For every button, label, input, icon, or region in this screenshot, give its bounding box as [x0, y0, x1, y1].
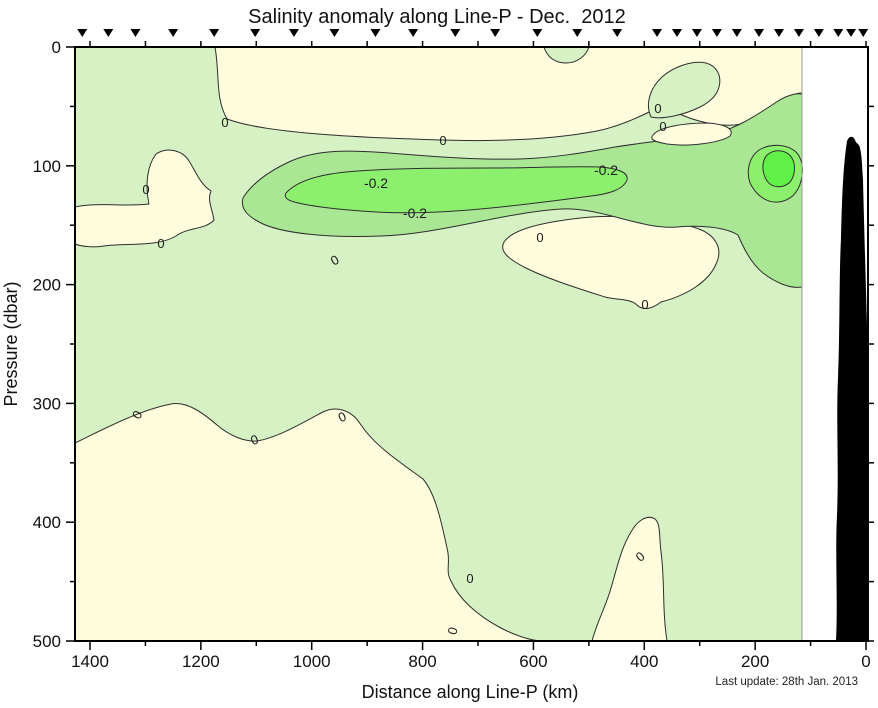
contour-value-label: -0.2 [594, 162, 618, 178]
station-triangle-icon [691, 29, 702, 37]
station-triangle-icon [490, 29, 501, 37]
station-triangle-icon [130, 29, 141, 37]
positive-region-center-blob [502, 215, 720, 310]
station-triangle-icon [813, 29, 824, 37]
station-triangle-icon [671, 29, 682, 37]
bathymetry-profile [836, 136, 868, 641]
chart-title: Salinity anomaly along Line-P - Dec. 201… [248, 6, 626, 28]
contour-value-label: -0.2 [403, 205, 427, 221]
positive-region-left-blob [74, 149, 215, 248]
contour-fill-minus03-eddy-core [762, 150, 795, 188]
positive-region-bottom-left [74, 403, 544, 642]
station-triangle-icon [793, 29, 804, 37]
contour-value-label: 0 [248, 431, 260, 448]
svg-text:100: 100 [33, 157, 61, 176]
contour-value-label: -0.2 [364, 175, 388, 191]
contour-fill-positive-regions [74, 46, 803, 642]
contour-fill-minus02-core-band [284, 166, 628, 214]
svg-text:1200: 1200 [182, 652, 220, 671]
station-triangle-icon [370, 29, 381, 37]
svg-text:300: 300 [33, 394, 61, 413]
contour-value-label: 0 [641, 297, 648, 312]
station-triangle-icon [731, 29, 742, 37]
station-triangle-icon [288, 29, 299, 37]
svg-text:1000: 1000 [293, 652, 331, 671]
svg-text:1400: 1400 [71, 652, 109, 671]
station-triangle-icon [209, 29, 220, 37]
station-triangle-icon [754, 29, 765, 37]
contour-value-label: 0 [444, 625, 460, 636]
svg-text:0: 0 [861, 652, 870, 671]
positive-region-lens [651, 122, 732, 146]
x-axis-ticks: 1400 1200 1000 800 600 400 200 0 [71, 41, 871, 671]
station-triangle-icon [168, 29, 179, 37]
station-markers [77, 29, 869, 37]
contour-value-label: 0 [466, 571, 473, 586]
contour-value-label: 0 [654, 101, 661, 116]
station-triangle-icon [572, 29, 583, 37]
y-axis-title: Pressure (dbar) [1, 281, 21, 406]
svg-text:600: 600 [519, 652, 547, 671]
y-axis-ticks: 0 100 200 300 400 500 [33, 38, 874, 651]
contour-value-label: 0 [439, 133, 446, 148]
station-triangle-icon [652, 29, 663, 37]
zero-contour-island [648, 61, 721, 119]
station-triangle-icon [103, 29, 114, 37]
station-triangle-icon [833, 29, 844, 37]
station-triangle-icon [532, 29, 543, 37]
svg-text:400: 400 [630, 652, 658, 671]
station-triangle-icon [329, 29, 340, 37]
station-triangle-icon [612, 29, 623, 37]
contour-value-label: 0 [659, 119, 666, 134]
contour-value-label: 0 [157, 236, 164, 251]
contour-value-label: 0 [221, 115, 228, 130]
zero-contour-top-notch [543, 46, 590, 64]
station-triangle-icon [711, 29, 722, 37]
station-triangle-icon [846, 29, 857, 37]
contour-value-label: 0 [142, 182, 149, 197]
station-triangle-icon [77, 29, 88, 37]
positive-region-bottom-tongue [591, 516, 668, 642]
station-triangle-icon [858, 29, 869, 37]
svg-text:200: 200 [741, 652, 769, 671]
station-triangle-icon [773, 29, 784, 37]
station-triangle-icon [450, 29, 461, 37]
svg-text:400: 400 [33, 513, 61, 532]
svg-text:500: 500 [33, 632, 61, 651]
x-axis-title: Distance along Line-P (km) [362, 682, 579, 702]
svg-text:800: 800 [408, 652, 436, 671]
station-triangle-icon [250, 29, 261, 37]
last-update-note: Last update: 28th Jan. 2013 [715, 676, 858, 688]
contour-value-label: 0 [536, 230, 543, 245]
svg-text:200: 200 [33, 276, 61, 295]
svg-text:0: 0 [52, 38, 61, 57]
station-triangle-icon [408, 29, 419, 37]
